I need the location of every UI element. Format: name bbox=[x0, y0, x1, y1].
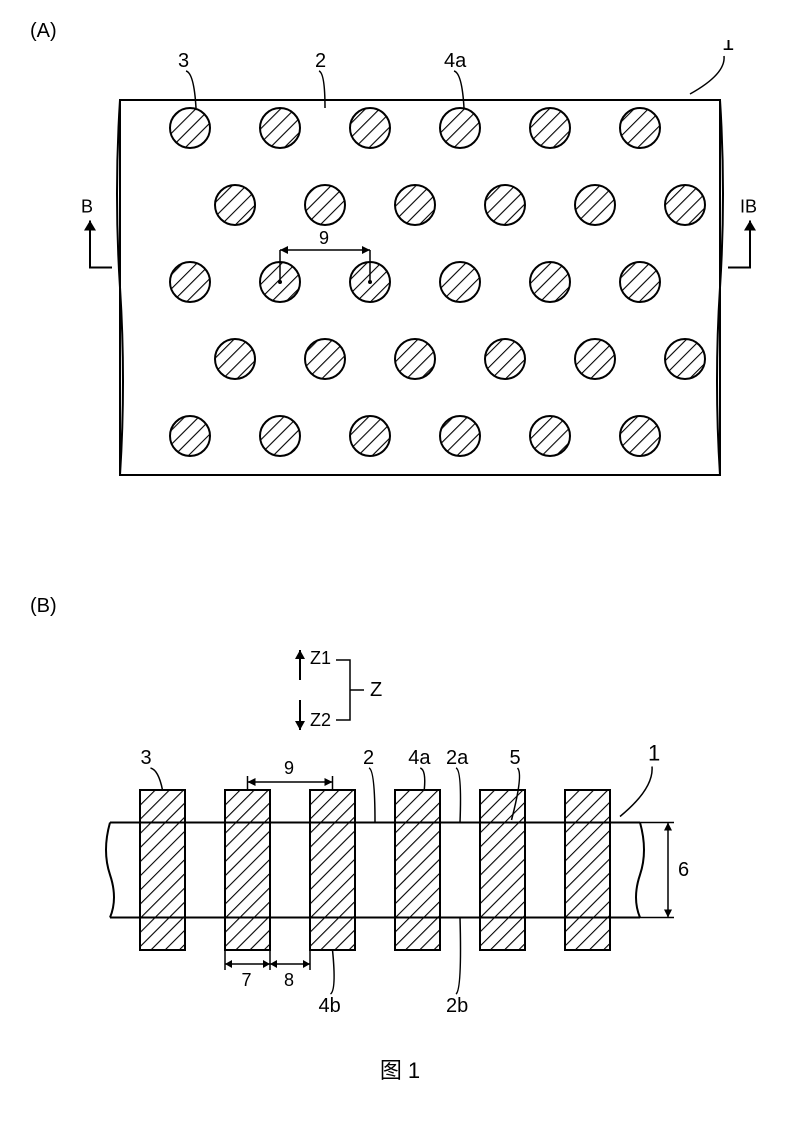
figure-caption: 图 1 bbox=[0, 1053, 800, 1085]
svg-text:8: 8 bbox=[284, 970, 294, 990]
svg-text:7: 7 bbox=[242, 970, 252, 990]
svg-text:Z: Z bbox=[370, 679, 382, 701]
svg-text:Z1: Z1 bbox=[310, 648, 331, 668]
svg-text:4a: 4a bbox=[408, 747, 431, 769]
svg-text:3: 3 bbox=[141, 747, 152, 769]
svg-text:4a: 4a bbox=[444, 50, 467, 72]
svg-text:1: 1 bbox=[722, 40, 734, 55]
svg-text:3: 3 bbox=[178, 50, 189, 72]
svg-text:2: 2 bbox=[363, 747, 374, 769]
svg-text:IB: IB bbox=[80, 197, 93, 217]
svg-text:2b: 2b bbox=[446, 995, 468, 1017]
svg-text:IB: IB bbox=[740, 197, 757, 217]
panel-a-svg: 3 2 4a 1 IB IB 9 bbox=[80, 40, 760, 490]
svg-text:1: 1 bbox=[648, 741, 660, 766]
svg-text:Z2: Z2 bbox=[310, 710, 331, 730]
svg-text:2: 2 bbox=[315, 50, 326, 72]
svg-text:6: 6 bbox=[678, 859, 689, 881]
panel-a-label: (A) bbox=[30, 20, 57, 43]
panel-b-svg: Z1 Z2 Z 3 9 2 4a 2a 5 1 6 7 8 4b 2b bbox=[70, 620, 770, 1050]
svg-text:9: 9 bbox=[284, 758, 294, 778]
svg-text:2a: 2a bbox=[446, 747, 469, 769]
svg-text:9: 9 bbox=[319, 228, 329, 248]
svg-text:4b: 4b bbox=[319, 995, 341, 1017]
page: (A) 3 2 4a 1 IB IB 9 (B) Z1 Z2 Z 3 9 2 4a 2a 5 1 6 7 8 4b 2b… bbox=[0, 0, 800, 1133]
svg-text:5: 5 bbox=[510, 747, 521, 769]
panel-b-label: (B) bbox=[30, 595, 57, 618]
